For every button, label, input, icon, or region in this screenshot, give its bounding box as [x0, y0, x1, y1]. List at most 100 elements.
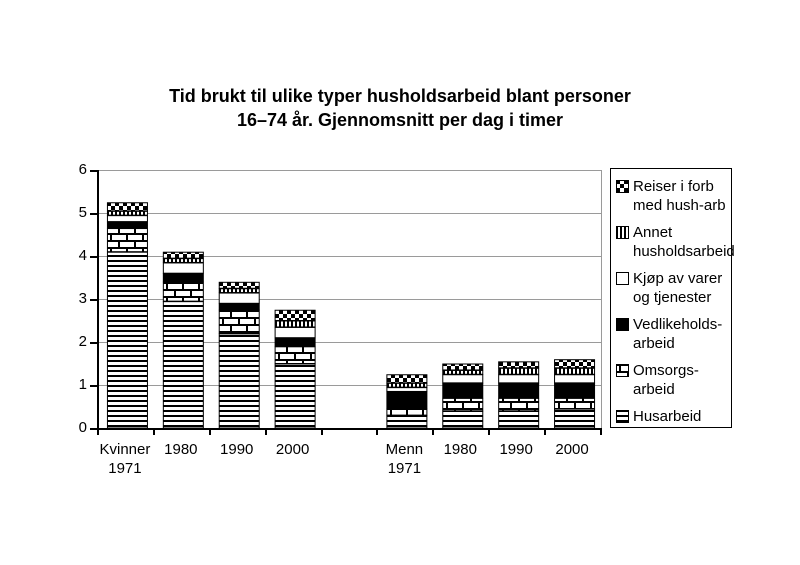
bar-segment: [498, 361, 540, 369]
bar-segment: [106, 221, 148, 229]
x-axis-category-label: Menn 1971: [385, 441, 424, 477]
y-axis-tick-label: 2: [78, 333, 87, 350]
legend-item: Vedlikeholds- arbeid: [616, 315, 729, 353]
bar-segment: [162, 273, 204, 283]
bar-segment: [498, 374, 540, 384]
legend-item-label: Omsorgs- arbeid: [633, 362, 699, 398]
bar-segment: [386, 391, 428, 410]
x-axis-tick: [544, 430, 547, 435]
x-axis-tick: [264, 430, 267, 435]
legend-item: Husarbeid: [616, 407, 729, 426]
y-axis-tick: [90, 170, 97, 172]
x-axis-tick: [488, 430, 491, 435]
bar-segment: [554, 382, 596, 399]
y-axis-tick-label: 3: [78, 290, 87, 307]
bar-segment: [386, 408, 428, 416]
legend-item-label: Kjøp av varer og tjenester: [633, 270, 723, 306]
bar-segment: [554, 367, 596, 375]
y-axis-tick: [90, 299, 97, 301]
y-axis-tick-label: 0: [78, 419, 87, 436]
bar-segment: [106, 210, 148, 216]
bar-segment: [442, 374, 484, 384]
bar-segment: [162, 281, 204, 302]
chart-title-line2: 16–74 år. Gjennomsnitt per dag i timer: [236, 110, 564, 130]
bar-segment: [274, 320, 316, 328]
bar-segment: [106, 251, 148, 429]
legend-item-label: Husarbeid: [633, 408, 702, 425]
bar-segment: [218, 303, 260, 311]
bar-segment: [218, 292, 260, 304]
x-axis-category-label: 1980: [443, 441, 477, 458]
legend-item-label: Annet husholdsarbeid: [633, 224, 735, 260]
y-axis-tick: [90, 385, 97, 387]
legend-item: Omsorgs- arbeid: [616, 361, 729, 399]
legend-item: Kjøp av varer og tjenester: [616, 269, 729, 307]
x-axis-category-label: 1990: [499, 441, 533, 458]
x-axis-tick: [376, 430, 379, 435]
x-axis-tick: [97, 430, 99, 435]
bar-segment: [218, 309, 260, 334]
x-axis-category-label: 1990: [220, 441, 254, 458]
x-axis-tick: [152, 430, 155, 435]
y-axis-tick: [90, 213, 97, 215]
y-axis-tick: [90, 256, 97, 258]
bar-segment: [274, 326, 316, 339]
bar-segment: [554, 359, 596, 369]
bar-segment: [498, 397, 540, 412]
bar-segment: [386, 374, 428, 384]
legend-item-label: Reiser i forb med hush-arb: [633, 178, 726, 214]
bar-segment: [386, 415, 428, 429]
bar-segment: [554, 374, 596, 384]
plot-canvas: [99, 170, 602, 429]
y-axis-tick-label: 1: [78, 376, 87, 393]
bar-segment: [274, 363, 316, 429]
legend-item: Annet husholdsarbeid: [616, 223, 735, 261]
bar-segment: [162, 301, 204, 429]
bar-segment: [162, 251, 204, 259]
bar-segment: [218, 333, 260, 429]
x-axis-category-label: Kvinner 1971: [99, 441, 151, 477]
y-axis-tick: [90, 342, 97, 344]
x-axis-category-label: 2000: [275, 441, 310, 458]
bar-segment: [554, 408, 596, 429]
legend-swatch-white-icon: [616, 272, 629, 285]
y-axis-tick-label: 6: [78, 161, 87, 178]
bar-segment: [274, 346, 316, 365]
bar-segment: [442, 363, 484, 371]
bar-segment: [386, 387, 428, 392]
y-axis-tick-label: 5: [78, 204, 87, 221]
y-axis-tick: [90, 428, 97, 430]
bar-segment: [442, 369, 484, 375]
x-axis-category-label: 1980: [164, 441, 198, 458]
legend-swatch-checker-icon: [616, 180, 629, 193]
bar-segment: [386, 382, 428, 388]
bar-segment: [106, 228, 148, 253]
bar-segment: [218, 281, 260, 289]
bar-segment: [106, 202, 148, 212]
legend-swatch-vlines-icon: [616, 226, 629, 239]
x-axis-tick: [432, 430, 435, 435]
legend-swatch-brick-icon: [616, 364, 629, 377]
bar-segment: [106, 215, 148, 223]
bar-segment: [442, 397, 484, 412]
bar-segment: [554, 397, 596, 410]
legend: Reiser i forb med hush-arb Annet husholds…: [610, 168, 735, 428]
bar-segment: [442, 382, 484, 399]
x-axis-category-label: 2000: [555, 441, 589, 458]
x-axis-tick: [208, 430, 211, 435]
legend-item: Reiser i forb med hush-arb: [616, 177, 729, 215]
x-axis-tick: [320, 430, 323, 435]
bar-segment: [498, 410, 540, 429]
bar-segment: [274, 309, 316, 321]
bar-segment: [274, 337, 316, 347]
bar-segment: [442, 410, 484, 429]
legend-item-label: Vedlikeholds- arbeid: [633, 316, 723, 352]
bar-segment: [218, 288, 260, 294]
y-axis-tick-label: 4: [78, 247, 87, 264]
bar-segment: [162, 258, 204, 263]
plot-area: [97, 170, 602, 430]
x-axis-tick: [600, 430, 602, 435]
legend-swatch-black-icon: [616, 318, 629, 331]
chart-title-line1: Tid brukt til ulike typer husholdsarbeid…: [169, 86, 631, 106]
